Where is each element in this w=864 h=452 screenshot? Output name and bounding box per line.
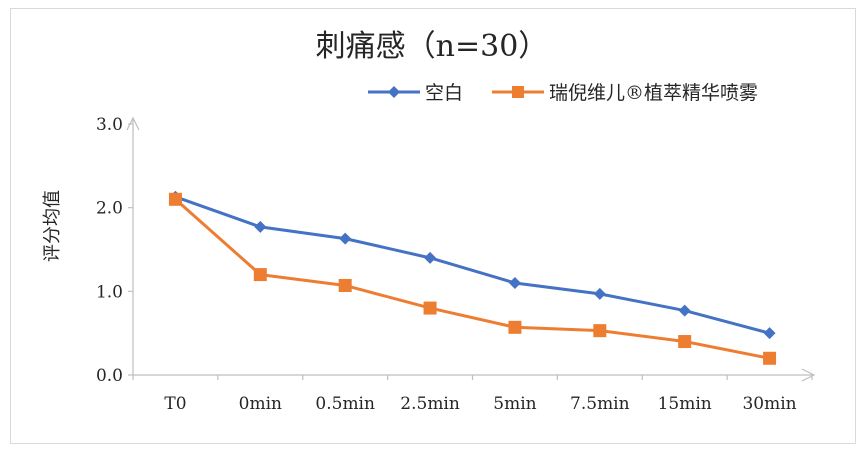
y-tick-label: 3.0 xyxy=(96,115,123,135)
x-tick-label: T0 xyxy=(164,394,186,414)
series-line xyxy=(174,198,770,360)
data-point xyxy=(763,327,776,340)
data-point xyxy=(763,351,777,365)
data-point xyxy=(424,251,437,264)
y-tick-label: 0.0 xyxy=(96,366,123,386)
x-axis-arrow xyxy=(801,368,816,382)
data-point xyxy=(593,287,606,300)
y-axis-label: 评分均值 xyxy=(42,190,63,262)
series-line xyxy=(174,195,770,335)
x-tick-label: 5min xyxy=(493,394,536,414)
chart-frame xyxy=(10,8,856,444)
chart-title: 刺痛感（n=30） xyxy=(316,29,549,64)
x-ticks: T0 0min 0.5min 2.5min 5min 7.5min 15min 30min xyxy=(132,375,813,414)
data-point xyxy=(338,278,352,292)
series-spray xyxy=(168,192,777,365)
data-point xyxy=(168,192,182,206)
axes xyxy=(126,116,816,382)
legend-marker-spray xyxy=(512,86,524,98)
legend-label-spray: 瑞倪维儿®植萃精华喷雾 xyxy=(549,82,758,104)
data-point xyxy=(339,232,352,245)
data-point xyxy=(254,220,267,233)
data-point xyxy=(678,304,691,317)
x-tick-label: 0min xyxy=(239,394,282,414)
x-tick-label: 30min xyxy=(742,394,796,414)
y-ticks: 0.0 1.0 2.0 3.0 xyxy=(96,115,133,386)
data-point xyxy=(508,320,522,334)
legend: 空白 瑞倪维儿®植萃精华喷雾 xyxy=(368,82,758,104)
data-point xyxy=(593,324,607,338)
legend-label-blank: 空白 xyxy=(425,82,463,104)
data-point xyxy=(423,301,437,315)
x-tick-label: 15min xyxy=(658,394,712,414)
data-point xyxy=(508,276,521,289)
series xyxy=(168,190,777,365)
x-tick-label: 2.5min xyxy=(400,394,460,414)
legend-marker-blank xyxy=(388,86,400,98)
x-tick-label: 7.5min xyxy=(570,394,630,414)
data-point xyxy=(253,268,267,282)
y-tick-label: 1.0 xyxy=(96,282,123,302)
y-axis-arrow xyxy=(126,116,140,131)
y-tick-label: 2.0 xyxy=(96,199,123,219)
x-tick-label: 0.5min xyxy=(315,394,375,414)
data-point xyxy=(678,335,692,349)
